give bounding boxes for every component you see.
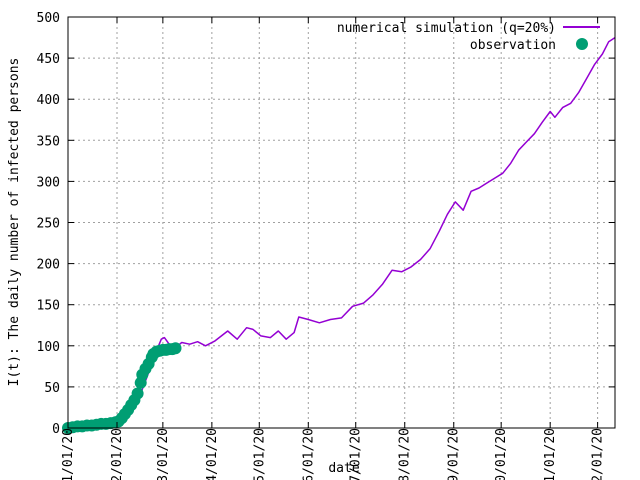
- y-tick-label: 200: [37, 258, 60, 273]
- x-axis-tick-labels: 01/01/20 02/01/20 03/01/20 04/01/20 05/01/20…: [61, 428, 606, 480]
- y-tick-label: 450: [37, 52, 60, 67]
- y-tick-label: 100: [37, 340, 60, 355]
- legend-label-simulation: numerical simulation (q=20%): [337, 21, 556, 36]
- x-tick-label: 03/01/20: [156, 428, 171, 480]
- y-tick-label: 500: [37, 11, 60, 26]
- x-tick-label: 05/01/20: [252, 428, 267, 480]
- legend: numerical simulation (q=20%) observation: [337, 21, 600, 53]
- observation-point: [169, 342, 182, 355]
- y-tick-label: 250: [37, 217, 60, 232]
- x-axis-label: date: [328, 461, 359, 476]
- legend-label-observation: observation: [470, 38, 556, 53]
- observation-point: [131, 387, 144, 400]
- y-axis-tick-labels: 0 50 100 150 200 250 300 350 400 450 500: [37, 11, 60, 437]
- plot-series: [62, 36, 616, 434]
- x-tick-label: 02/01/20: [110, 428, 125, 480]
- y-tick-label: 300: [37, 175, 60, 190]
- x-tick-label: 06/01/20: [301, 428, 316, 480]
- x-tick-label: 12/01/20: [591, 428, 606, 480]
- y-tick-label: 150: [37, 299, 60, 314]
- y-axis-label: I(t): The daily number of infected perso…: [7, 58, 22, 387]
- y-tick-label: 50: [44, 381, 60, 396]
- x-tick-label: 09/01/20: [447, 428, 462, 480]
- x-tick-label: 07/01/20: [349, 428, 364, 480]
- x-tick-label: 11/01/20: [543, 428, 558, 480]
- x-tick-label: 10/01/20: [494, 428, 509, 480]
- y-tick-label: 350: [37, 134, 60, 149]
- axis-ticks: [67, 16, 615, 429]
- legend-swatch-observation: [576, 38, 588, 50]
- x-tick-label: 04/01/20: [205, 428, 220, 480]
- y-tick-label: 400: [37, 93, 60, 108]
- x-tick-label: 08/01/20: [398, 428, 413, 480]
- x-tick-label: 01/01/20: [61, 428, 76, 480]
- grid: [68, 17, 615, 428]
- y-tick-label: 0: [52, 422, 60, 437]
